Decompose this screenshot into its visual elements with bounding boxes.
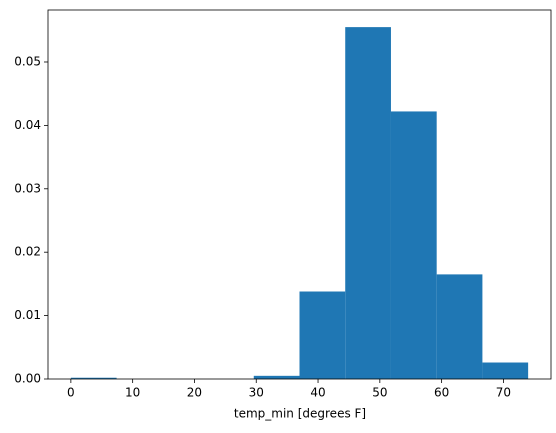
x-tick-label: 0 [67,386,75,400]
x-tick-label: 40 [310,386,325,400]
y-tick-label: 0.05 [14,54,41,68]
y-tick-label: 0.02 [14,245,41,259]
x-tick-label: 50 [372,386,387,400]
x-tick-label: 60 [434,386,449,400]
y-tick-label: 0.01 [14,308,41,322]
bar [390,111,437,379]
x-tick-label: 20 [187,386,202,400]
x-axis-label: temp_min [degrees F] [234,407,366,421]
bar [482,362,529,379]
plot-frame [47,9,552,380]
bar [299,291,346,379]
y-tick-label: 0.03 [14,181,41,195]
x-tick-label: 10 [125,386,140,400]
y-tick-label: 0.00 [14,372,41,386]
bar [253,375,300,379]
y-tick-label: 0.04 [14,118,41,132]
bar [345,27,391,379]
bar [70,377,117,379]
bar [436,274,483,379]
x-tick-label: 70 [496,386,511,400]
x-tick-label: 30 [249,386,264,400]
